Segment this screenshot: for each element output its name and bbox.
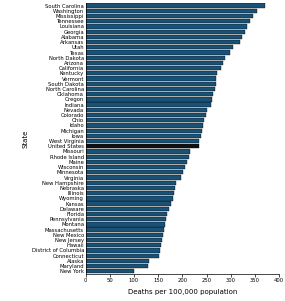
Bar (86, 217, 166, 221)
Bar (86, 269, 135, 273)
Bar (86, 50, 230, 55)
Bar (86, 160, 187, 164)
Bar (86, 56, 225, 60)
Bar (86, 139, 200, 143)
Bar (86, 118, 204, 123)
Bar (86, 191, 174, 195)
Bar (86, 196, 173, 200)
Bar (86, 259, 149, 263)
Bar (86, 207, 169, 211)
Bar (86, 233, 163, 237)
Bar (86, 170, 183, 175)
Y-axis label: State: State (23, 129, 29, 148)
Bar (86, 87, 215, 91)
X-axis label: Deaths per 100,000 population: Deaths per 100,000 population (128, 289, 237, 295)
Bar (86, 134, 201, 138)
Bar (86, 123, 203, 128)
Bar (86, 165, 185, 169)
Bar (86, 82, 216, 86)
Bar (86, 212, 167, 216)
Bar (86, 154, 189, 159)
Bar (86, 201, 171, 206)
Bar (86, 19, 250, 23)
Bar (86, 253, 159, 258)
Bar (86, 186, 175, 190)
Bar (86, 45, 233, 49)
Bar (86, 228, 164, 232)
Bar (86, 76, 216, 81)
Bar (86, 222, 165, 227)
Bar (86, 92, 213, 96)
Bar (86, 149, 190, 154)
Bar (86, 102, 211, 107)
Bar (86, 243, 161, 247)
Bar (86, 40, 240, 44)
Bar (86, 14, 253, 18)
Bar (86, 71, 217, 76)
Bar (86, 264, 148, 268)
Bar (86, 144, 199, 148)
Bar (86, 248, 160, 253)
Bar (86, 129, 202, 133)
Bar (86, 35, 242, 39)
Bar (86, 9, 256, 13)
Bar (86, 66, 221, 70)
Bar (86, 175, 181, 180)
Bar (86, 24, 247, 29)
Bar (86, 238, 162, 242)
Bar (86, 113, 206, 117)
Bar (86, 108, 207, 112)
Bar (86, 61, 223, 65)
Bar (86, 4, 265, 8)
Bar (86, 97, 212, 101)
Bar (86, 29, 245, 34)
Bar (86, 181, 176, 185)
